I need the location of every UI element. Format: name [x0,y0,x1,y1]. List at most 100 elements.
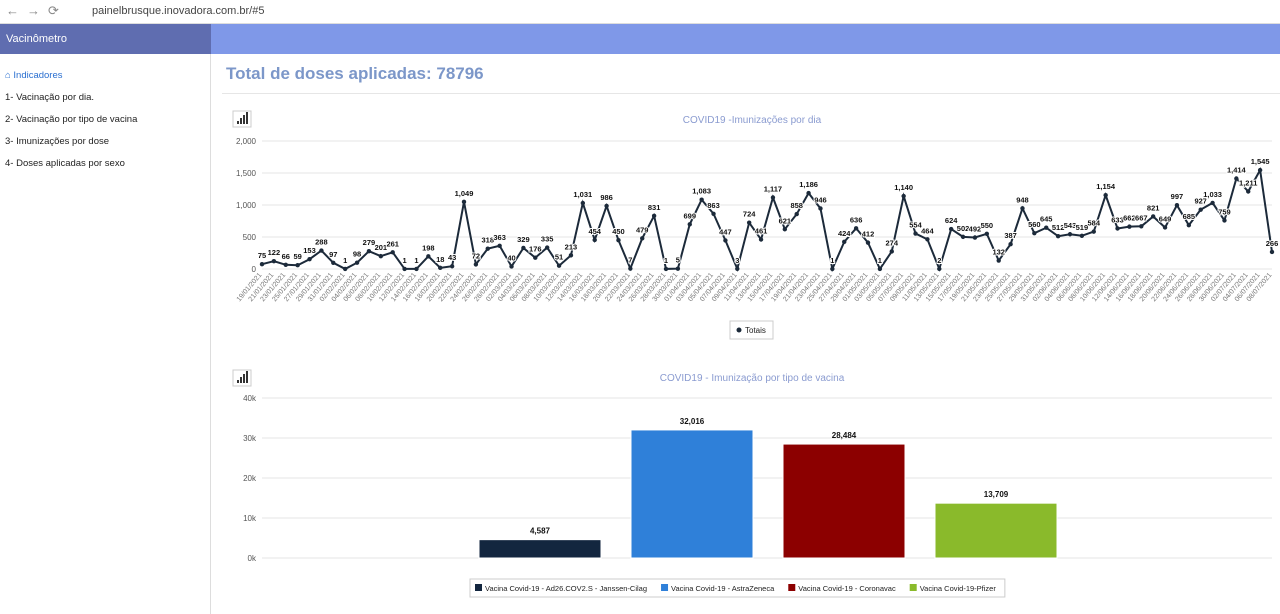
data-point [925,237,930,242]
data-point [1198,207,1203,212]
data-point [770,195,776,200]
data-point [1162,225,1168,230]
nav-label[interactable]: Indicadores [13,70,63,81]
data-label: 986 [600,193,613,202]
data-point [307,257,312,262]
nav-buttons[interactable]: ←→⟳ [6,3,67,18]
data-label: 363 [493,233,506,242]
data-label: 176 [529,245,542,254]
data-point [1020,206,1025,211]
data-point [948,226,954,232]
bar [630,429,754,559]
data-point [378,253,384,259]
data-point [663,266,669,272]
line-chart: COVID19 -Imunizações por dia 0 500 1,000 1,5… [232,110,1279,340]
data-point [960,234,966,240]
series-line [261,167,1273,273]
data-label: 288 [315,238,328,247]
data-label: 519 [1076,223,1089,232]
data-point [984,231,990,236]
data-point [568,253,574,258]
nav-item[interactable]: ⌂ Indicadores [5,70,63,81]
data-point [295,263,300,268]
nav-item[interactable]: 2- Vacinação por tipo de vacina [5,114,138,125]
top-bar [211,24,1280,54]
data-point [1269,249,1275,255]
data-point [640,236,645,241]
brand[interactable]: Vacinômetro [0,24,211,54]
data-point [972,235,978,240]
chart-menu-icon [240,118,242,124]
data-label: 1 [878,256,882,265]
data-label: 1,545 [1251,157,1270,166]
data-point [1257,167,1263,173]
data-label: 4,587 [530,527,551,536]
nav-item[interactable]: 1- Vacinação por dia. [5,92,95,103]
y-tick-label: 20k [243,474,257,483]
legend-label: Vacina Covid-19 - Ad26.COV2.S - Janssen-… [485,584,647,593]
browser-bar: ←→⟳ painelbrusque.inovadora.com.br/#5 [0,0,1280,24]
data-point [1186,222,1192,228]
url[interactable]: painelbrusque.inovadora.com.br/#5 [92,5,265,17]
nav-item[interactable]: 3- Imunizações por dose [5,136,110,147]
data-point [1222,218,1227,223]
data-label: 329 [517,235,530,244]
data-label: 13,709 [984,490,1009,499]
sidebar: ⌂ Indicadores 1- Vacinação por dia. 2- V… [0,54,211,614]
chart-menu-icon [246,112,248,124]
data-point [449,264,455,269]
data-point [1008,242,1013,247]
data-point [414,266,419,272]
data-label: 512 [1052,223,1065,232]
data-label: 2 [937,256,941,265]
legend-label: Totais [745,326,766,335]
data-point [497,243,502,248]
data-point [746,220,752,225]
data-label: 447 [719,227,732,236]
data-label: 461 [755,226,768,235]
data-point [1150,214,1156,219]
data-label: 454 [588,227,601,236]
chart-menu-icon [240,377,242,383]
data-point [354,260,360,265]
data-label: 667 [1135,213,1148,222]
data-point [1032,230,1037,236]
data-point [1103,192,1108,198]
data-label: 1 [664,256,668,265]
data-point [533,255,538,260]
data-label: 335 [541,235,554,244]
data-point [319,248,324,253]
data-label: 1,117 [764,185,782,194]
data-point [735,266,740,272]
data-label: 97 [329,250,337,259]
y-tick-label: 10k [243,514,257,523]
data-point [1079,233,1085,238]
chart-menu-icon [243,115,245,124]
data-label: 132 [992,248,1005,257]
data-point [283,262,288,267]
data-point [889,249,894,254]
y-tick-label: 1,000 [236,201,257,210]
data-label: 759 [1218,207,1231,216]
chart-menu-icon [237,380,239,383]
data-label: 724 [743,210,756,219]
data-point [438,265,443,271]
nav-item[interactable]: 4- Doses aplicadas por sexo [5,158,125,169]
data-label: 32,016 [680,417,705,426]
data-label: 51 [555,253,563,262]
data-label: 560 [1028,220,1041,229]
data-label: 863 [707,201,720,210]
y-tick-label: 1,500 [236,169,257,178]
data-label: 18 [436,255,444,264]
data-label: 198 [422,243,435,252]
data-point [509,264,514,269]
data-label: 1 [343,256,347,265]
data-label: 43 [448,253,456,262]
data-label: 1,049 [455,189,474,198]
data-label: 72 [472,251,480,260]
data-point [865,240,871,245]
data-label: 387 [1004,231,1017,240]
data-point [1115,226,1120,231]
data-label: 1 [414,256,418,265]
